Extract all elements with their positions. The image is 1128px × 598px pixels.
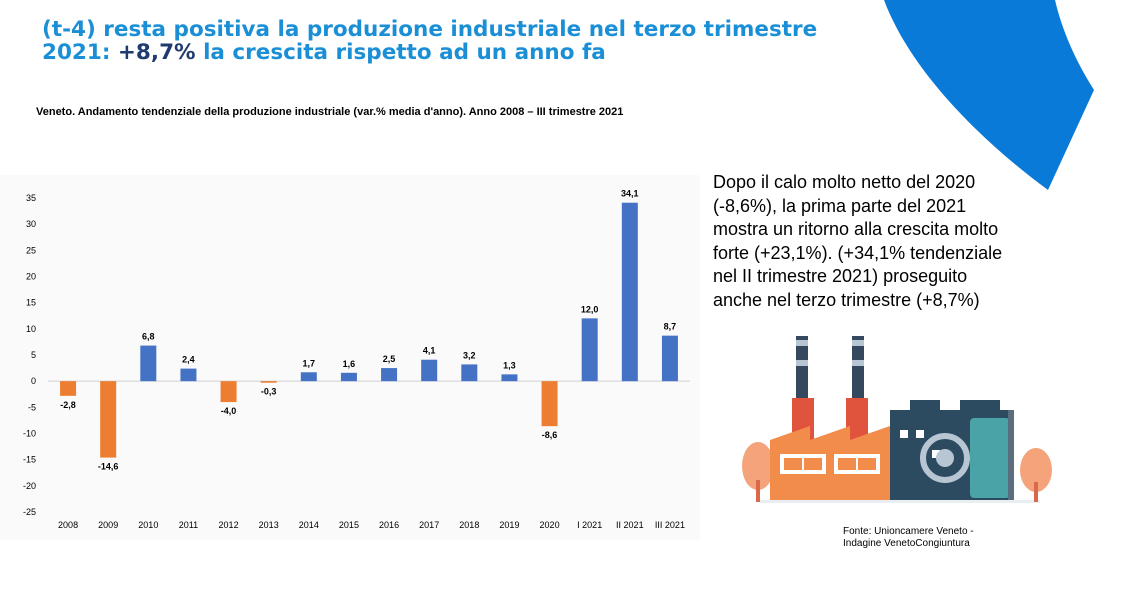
- x-tick-label: 2017: [419, 520, 439, 530]
- data-label: 1,7: [303, 358, 316, 368]
- data-label: 6,8: [142, 332, 155, 342]
- data-label: 34,1: [621, 189, 639, 199]
- y-tick-label: -5: [28, 402, 36, 412]
- data-label: 4,1: [423, 346, 436, 356]
- decorative-arc-shape: [884, 0, 1094, 190]
- bar: [461, 364, 478, 382]
- x-tick-label: III 2021: [655, 520, 685, 530]
- bar: [381, 368, 398, 382]
- chart-subtitle: Veneto. Andamento tendenziale della prod…: [36, 106, 624, 118]
- bar: [621, 202, 638, 382]
- bar: [661, 335, 678, 382]
- bar: [300, 372, 317, 382]
- bar: [581, 318, 598, 382]
- y-tick-label: -20: [23, 481, 36, 491]
- bar-chart: 35302520151050-5-10-15-20-25-2,82008-14,…: [23, 189, 690, 530]
- y-tick-label: -25: [23, 507, 36, 517]
- bar: [340, 372, 357, 382]
- bar: [220, 381, 237, 403]
- source-note: Fonte: Unioncamere Veneto - Indagine Ven…: [843, 526, 974, 550]
- title-line-1: (t-4) resta positiva la produzione indus…: [42, 17, 818, 42]
- data-label: -8,6: [542, 430, 558, 440]
- data-label: -0,3: [261, 387, 277, 397]
- bar: [501, 374, 518, 382]
- data-label: 1,6: [343, 359, 356, 369]
- data-label: 1,3: [503, 360, 516, 370]
- bar: [140, 345, 157, 382]
- data-label: 8,7: [664, 322, 677, 332]
- y-tick-label: 0: [31, 376, 36, 386]
- y-tick-label: 25: [26, 245, 36, 255]
- data-label: 12,0: [581, 304, 599, 314]
- x-tick-label: 2008: [58, 520, 78, 530]
- source-line-1: Fonte: Unioncamere Veneto -: [843, 526, 974, 537]
- bar: [421, 359, 438, 382]
- y-tick-label: 10: [26, 324, 36, 334]
- data-label: -14,6: [98, 462, 119, 472]
- source-line-2: Indagine VenetoCongiuntura: [843, 538, 970, 549]
- x-tick-label: 2016: [379, 520, 399, 530]
- x-tick-label: II 2021: [616, 520, 644, 530]
- x-tick-label: I 2021: [577, 520, 602, 530]
- x-tick-label: 2020: [540, 520, 560, 530]
- page-title: (t-4) resta positiva la produzione indus…: [42, 18, 817, 64]
- y-tick-label: 30: [26, 219, 36, 229]
- data-label: 2,5: [383, 354, 396, 364]
- x-tick-label: 2011: [179, 520, 198, 530]
- x-tick-label: 2012: [219, 520, 239, 530]
- y-tick-label: 5: [31, 350, 36, 360]
- y-tick-label: 35: [26, 193, 36, 203]
- y-tick-label: -15: [23, 455, 36, 465]
- x-tick-label: 2010: [138, 520, 158, 530]
- factory-illustration: [742, 336, 1052, 503]
- data-label: -2,8: [60, 400, 76, 410]
- x-tick-label: 2009: [98, 520, 118, 530]
- title-line-2-suffix: la crescita rispetto ad un anno fa: [195, 40, 606, 65]
- x-tick-label: 2013: [259, 520, 279, 530]
- data-label: 2,4: [182, 355, 195, 365]
- title-line-2-prefix: 2021:: [42, 40, 118, 65]
- data-label: 3,2: [463, 350, 476, 360]
- bar: [260, 381, 277, 383]
- x-tick-label: 2019: [499, 520, 519, 530]
- bar: [60, 381, 77, 396]
- y-tick-label: -10: [23, 429, 36, 439]
- x-tick-label: 2015: [339, 520, 359, 530]
- x-tick-label: 2014: [299, 520, 319, 530]
- commentary-text: Dopo il calo molto netto del 2020 (-8,6%…: [713, 172, 1003, 310]
- y-tick-label: 15: [26, 298, 36, 308]
- data-label: -4,0: [221, 406, 237, 416]
- x-tick-label: 2018: [459, 520, 479, 530]
- bar: [180, 368, 197, 382]
- bar: [100, 381, 117, 458]
- bar: [541, 381, 558, 427]
- title-highlight-value: +8,7%: [117, 40, 196, 65]
- y-tick-label: 20: [26, 272, 36, 282]
